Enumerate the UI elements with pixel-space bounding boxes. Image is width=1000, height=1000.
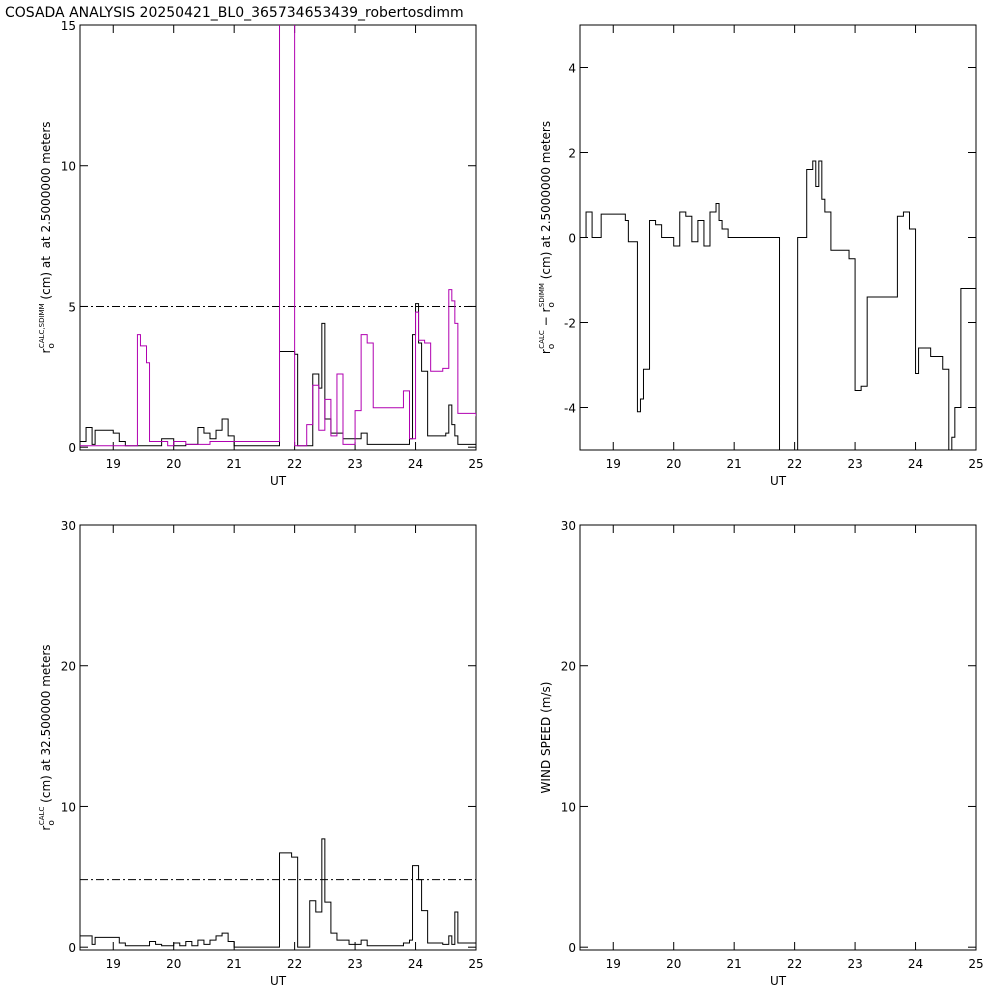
- plot-frame: [79, 524, 477, 951]
- y-axis-label-part: r: [39, 826, 53, 831]
- x-tick-label: 19: [606, 457, 621, 471]
- x-tick-label: 22: [787, 957, 802, 971]
- x-tick-label: 21: [727, 457, 742, 471]
- x-tick-label: 25: [468, 457, 483, 471]
- x-tick-label: 22: [287, 457, 302, 471]
- x-axis-label: UT: [270, 974, 287, 988]
- x-axis-label: UT: [270, 474, 287, 488]
- series-line: [80, 838, 476, 948]
- y-tick-label: -4: [564, 402, 576, 416]
- y-tick-label: 10: [61, 160, 76, 174]
- y-tick-label: 20: [61, 660, 76, 674]
- x-axis-label: UT: [770, 974, 787, 988]
- y-axis-label: roCALC − roSDIMM (cm) at 2.5000000 meter…: [538, 121, 557, 354]
- y-axis-label-part: (cm) at at 2.5000000 meters: [39, 121, 53, 303]
- y-axis-label-part: CALC: [38, 807, 46, 826]
- x-tick-label: 23: [847, 957, 862, 971]
- y-axis-label-part: SDIMM: [538, 283, 546, 307]
- y-axis-label-part: (cm) at 32.500000 meters: [39, 644, 53, 806]
- x-tick-label: 20: [666, 957, 681, 971]
- y-axis-label-part: WIND SPEED (m/s): [539, 682, 553, 794]
- y-tick-label: 10: [61, 800, 76, 814]
- y-tick-label: 4: [568, 62, 576, 76]
- x-tick-label: 23: [847, 457, 862, 471]
- x-tick-label: 24: [908, 457, 923, 471]
- chart-title: COSADA ANALYSIS 20250421_BL0_36573465343…: [5, 5, 464, 21]
- x-tick-label: 20: [166, 957, 181, 971]
- x-tick-label: 24: [908, 957, 923, 971]
- x-tick-label: 19: [106, 957, 121, 971]
- y-axis-label: roCALC,SDIMM (cm) at at 2.5000000 meters: [38, 121, 57, 353]
- x-tick-label: 21: [227, 457, 242, 471]
- x-tick-label: 25: [968, 457, 983, 471]
- x-tick-label: 19: [106, 457, 121, 471]
- y-tick-label: 10: [561, 800, 576, 814]
- y-axis-label-part: (cm) at 2.5000000 meters: [539, 121, 553, 283]
- plot-frame: [79, 24, 477, 451]
- y-tick-label: 30: [561, 519, 576, 533]
- y-axis-label-part: o: [47, 820, 57, 826]
- x-tick-label: 23: [347, 957, 362, 971]
- y-tick-label: 0: [68, 441, 76, 455]
- y-axis-label-part: CALC: [538, 330, 546, 349]
- y-axis-label: WIND SPEED (m/s): [539, 682, 553, 794]
- series-line: [80, 25, 476, 447]
- y-axis-label-part: − r: [539, 308, 553, 331]
- x-tick-label: 21: [227, 957, 242, 971]
- panel: 19 20 21 22 23 24 25 0 10 20 30 UT WIND SPEED (m/s): [539, 519, 984, 988]
- y-axis-label-part: o: [547, 302, 557, 308]
- x-tick-label: 25: [968, 957, 983, 971]
- x-tick-label: 21: [727, 957, 742, 971]
- y-tick-label: 0: [68, 941, 76, 955]
- y-tick-label: 2: [568, 147, 576, 161]
- y-tick-label: 20: [561, 660, 576, 674]
- plot-frame: [579, 524, 977, 951]
- y-tick-label: 5: [68, 300, 76, 314]
- y-axis-label-part: o: [547, 343, 557, 349]
- x-axis-label: UT: [770, 474, 787, 488]
- x-tick-label: 22: [287, 957, 302, 971]
- y-axis-label-part: CALC,SDIMM: [38, 303, 46, 348]
- y-axis-label-part: o: [47, 343, 57, 349]
- series-line: [80, 303, 476, 447]
- series-line: [580, 160, 976, 450]
- x-tick-label: 24: [408, 457, 423, 471]
- y-tick-label: 0: [568, 941, 576, 955]
- panel: COSADA ANALYSIS 20250421_BL0_36573465343…: [5, 5, 484, 488]
- y-tick-label: -2: [564, 317, 576, 331]
- x-tick-label: 23: [347, 457, 362, 471]
- y-tick-label: 15: [61, 19, 76, 33]
- panel: 19 20 21 22 23 24 25 0 10 20 30 UT roCALC (cm) at 32…: [38, 519, 484, 988]
- x-tick-label: 25: [468, 957, 483, 971]
- x-tick-label: 20: [166, 457, 181, 471]
- y-tick-label: 0: [568, 232, 576, 246]
- x-tick-label: 19: [606, 957, 621, 971]
- x-tick-label: 24: [408, 957, 423, 971]
- y-axis-label-part: r: [39, 349, 53, 354]
- x-tick-label: 22: [787, 457, 802, 471]
- y-axis-label-part: r: [539, 349, 553, 354]
- y-tick-label: 30: [61, 519, 76, 533]
- y-axis-label: roCALC (cm) at 32.500000 meters: [38, 644, 57, 830]
- x-tick-label: 20: [666, 457, 681, 471]
